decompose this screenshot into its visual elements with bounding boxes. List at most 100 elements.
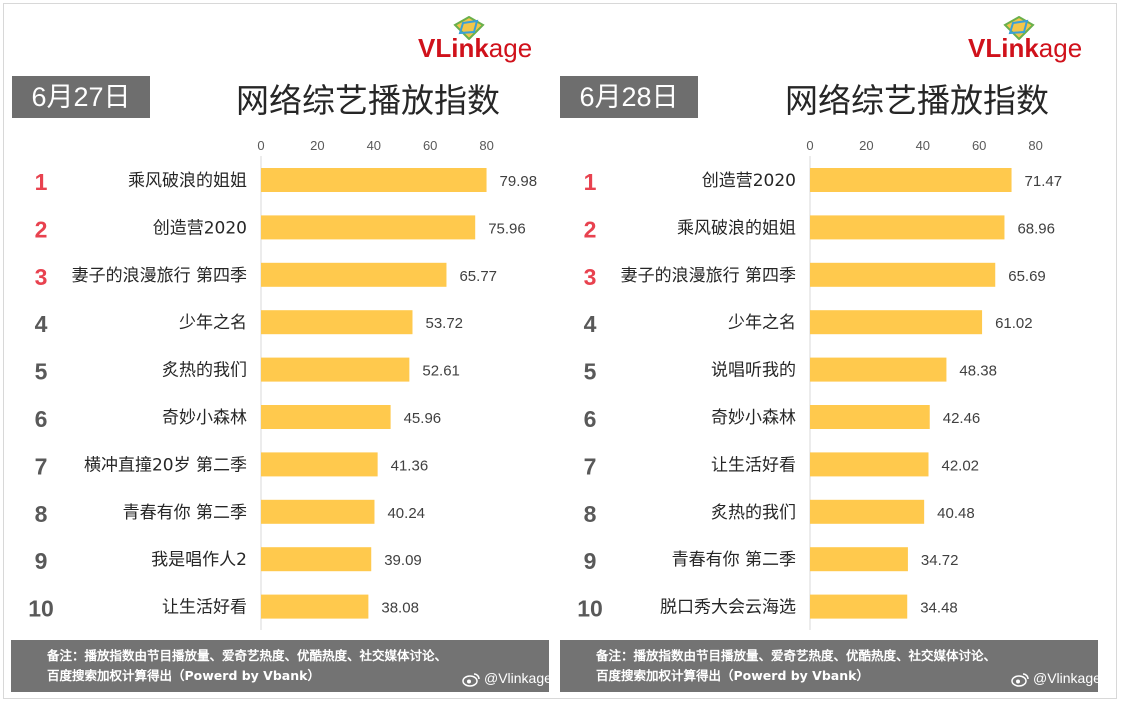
bar <box>261 452 378 477</box>
value-label: 68.96 <box>1017 220 1055 237</box>
bar <box>261 310 413 335</box>
footer-note-line1: 备注：播放指数由节目播放量、爱奇艺热度、优酷热度、社交媒体讨论、 <box>47 648 448 663</box>
rank-number: 6 <box>35 406 48 432</box>
rank-number: 7 <box>35 453 48 479</box>
rank-number: 4 <box>584 311 597 337</box>
category-label: 妻子的浪漫旅行 第四季 <box>72 266 247 286</box>
rank-number: 5 <box>35 359 48 385</box>
bar <box>261 499 375 524</box>
bar <box>810 405 930 429</box>
category-label: 炙热的我们 <box>162 361 247 381</box>
weibo-handle: @Vlinkage <box>484 670 552 686</box>
category-label: 说唱听我的 <box>711 361 796 381</box>
category-label: 奇妙小森林 <box>711 408 796 428</box>
category-label: 让生活好看 <box>711 455 796 475</box>
x-tick-label: 0 <box>806 138 813 153</box>
rank-number: 3 <box>584 264 597 290</box>
category-label: 炙热的我们 <box>711 503 796 523</box>
vlinkage-logo: VLinkage <box>968 16 1118 68</box>
value-label: 53.72 <box>425 315 463 332</box>
bar <box>810 262 996 287</box>
rank-number: 2 <box>584 216 597 242</box>
bar <box>261 357 410 382</box>
bar <box>810 499 925 524</box>
category-label: 我是唱作人2 <box>151 550 247 570</box>
x-tick-label: 20 <box>310 138 324 153</box>
value-label: 52.61 <box>422 363 460 380</box>
value-label: 75.96 <box>488 220 526 237</box>
rank-number: 10 <box>28 596 54 622</box>
value-label: 61.02 <box>995 315 1033 332</box>
bar <box>261 405 391 429</box>
logo-light-text: age <box>488 33 533 63</box>
value-label: 41.36 <box>391 457 429 474</box>
rank-number: 2 <box>35 216 48 242</box>
bar <box>261 215 476 240</box>
category-label: 脱口秀大会云海选 <box>660 598 796 618</box>
x-tick-label: 60 <box>972 138 986 153</box>
x-tick-label: 80 <box>479 138 493 153</box>
chart-title: 网络综艺播放指数 <box>236 81 500 120</box>
bar <box>810 547 908 572</box>
value-label: 40.24 <box>387 505 425 522</box>
vlinkage-logo: VLinkage <box>418 16 568 68</box>
category-label: 少年之名 <box>728 313 796 333</box>
bar <box>261 168 487 192</box>
image-frame <box>3 3 1117 699</box>
value-label: 65.69 <box>1008 268 1046 285</box>
date-label: 6月28日 <box>560 76 698 118</box>
logo-gem-icon <box>1003 16 1035 40</box>
panel-jun-28: VLinkage 6月28日 网络综艺播放指数 0 20 40 60 80 1 创造营202… <box>549 0 1101 704</box>
value-label: 42.46 <box>943 410 981 427</box>
logo-wordmark: VLinkage <box>968 33 1082 63</box>
value-label: 45.96 <box>404 410 442 427</box>
value-label: 42.02 <box>941 457 979 474</box>
category-label: 奇妙小森林 <box>162 408 247 428</box>
value-label: 34.48 <box>920 600 958 617</box>
weibo-watermark: @Vlinkage <box>462 668 552 688</box>
footer-note-line2: 百度搜索加权计算得出（Powerd by Vbank） <box>596 668 869 683</box>
value-label: 79.98 <box>500 173 538 190</box>
bar <box>261 547 372 572</box>
x-tick-label: 40 <box>916 138 930 153</box>
weibo-icon <box>1011 673 1029 687</box>
bar <box>810 357 947 382</box>
category-label: 让生活好看 <box>162 598 247 618</box>
rank-number: 8 <box>584 501 597 527</box>
x-tick-label: 0 <box>257 138 264 153</box>
footer-note: 备注：播放指数由节目播放量、爱奇艺热度、优酷热度、社交媒体讨论、 百度搜索加权计… <box>560 640 1098 692</box>
footer-note-line2: 百度搜索加权计算得出（Powerd by Vbank） <box>47 668 320 683</box>
x-tick-label: 60 <box>423 138 437 153</box>
logo-wordmark: VLinkage <box>418 33 532 63</box>
value-label: 48.38 <box>959 363 997 380</box>
category-label: 青春有你 第二季 <box>672 550 796 570</box>
x-tick-label: 20 <box>859 138 873 153</box>
rank-number: 7 <box>584 453 597 479</box>
value-label: 71.47 <box>1025 173 1063 190</box>
rank-number: 5 <box>584 359 597 385</box>
bar <box>810 452 929 477</box>
rank-number: 10 <box>577 596 603 622</box>
category-label: 创造营2020 <box>702 171 796 191</box>
logo-gem-icon <box>453 16 485 40</box>
bar-chart-jun-28: 0 20 40 60 80 1 创造营2020 71.47 2 乘风破浪的姐姐 68.96 3 妻子的浪… <box>577 138 1063 630</box>
value-label: 65.77 <box>459 268 497 285</box>
category-label: 创造营2020 <box>153 218 247 238</box>
bar <box>810 215 1005 240</box>
x-tick-label: 80 <box>1028 138 1042 153</box>
rank-number: 9 <box>35 548 48 574</box>
bar-chart-jun-27: 0 20 40 60 80 1 乘风破浪的姐姐 79.98 2 创造营2020 75.96 3 妻子的浪… <box>28 138 538 630</box>
weibo-handle: @Vlinkage <box>1033 670 1101 686</box>
rank-number: 1 <box>584 169 597 195</box>
value-label: 38.08 <box>381 600 419 617</box>
x-tick-label: 40 <box>367 138 381 153</box>
rank-number: 4 <box>35 311 48 337</box>
value-label: 34.72 <box>921 552 959 569</box>
logo-bold-text: VLink <box>418 33 489 63</box>
panel-jun-27: VLinkage 6月27日 网络综艺播放指数 0 20 40 60 80 1 乘风破浪的姐… <box>0 0 552 704</box>
footer-note: 备注：播放指数由节目播放量、爱奇艺热度、优酷热度、社交媒体讨论、 百度搜索加权计… <box>11 640 549 692</box>
category-label: 青春有你 第二季 <box>123 503 247 523</box>
chart-title: 网络综艺播放指数 <box>785 81 1049 120</box>
date-label: 6月27日 <box>12 76 150 118</box>
category-label: 少年之名 <box>179 313 247 333</box>
